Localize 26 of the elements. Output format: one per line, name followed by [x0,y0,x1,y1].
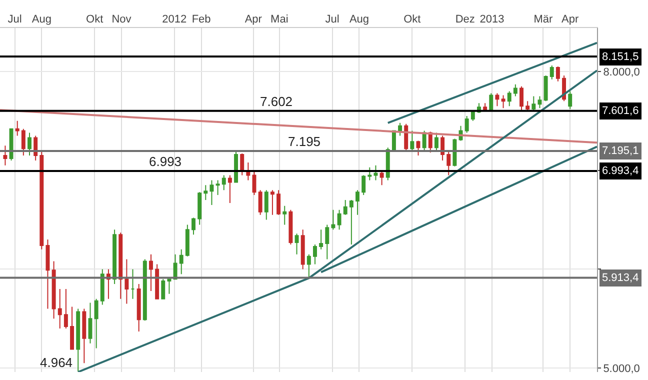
x-tick-label: 2013 [480,14,504,26]
ref-line-label: 7.195,1 [602,145,639,157]
annotation: 4.964 [40,355,73,370]
ref-line-label: 6.993,4 [602,165,639,177]
x-tick-label: 2012 [162,14,187,26]
x-tick-label: Okt [86,14,104,26]
x-tick-label: Jul [8,14,22,26]
x-tick-label: Okt [404,14,421,26]
ref-line-label: 7.601,6 [602,105,639,117]
y-tick-label: 8.000,0 [603,66,640,78]
x-tick-label: Aug [32,14,52,26]
ref-line-label: 5.913,4 [602,272,639,284]
annotation: 6.993 [149,154,182,169]
x-tick-label: Nov [112,14,132,26]
annotation: 7.602 [260,94,293,109]
x-tick-label: Feb [192,14,211,26]
x-tick-label: Aug [349,14,370,26]
annotation: 7.195 [288,134,321,149]
x-tick-label: Apr [244,14,262,26]
y-tick-label: 5.000,0 [603,362,640,375]
x-tick-label: Dez [455,14,475,26]
ref-line-label: 8.151,5 [602,51,639,63]
x-tick-label: Mär [534,14,554,26]
x-tick-label: Jul [325,14,340,26]
x-tick-label: Mai [270,14,288,26]
x-tick-label: Apr [562,14,579,26]
